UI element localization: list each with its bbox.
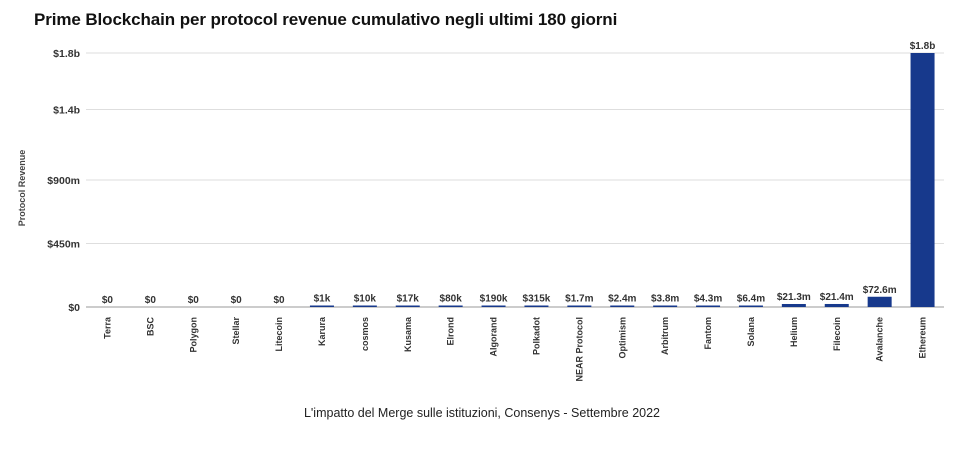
data-label: $10k — [354, 294, 377, 305]
bar-chart: $0 $450m $900m $1.4b $1.8b $0 Terra $0 BSC $0 Poly… — [47, 41, 944, 382]
category-label: Ethereum — [918, 317, 928, 359]
bar — [352, 305, 377, 307]
category-label: Stellar — [231, 317, 241, 345]
bar — [395, 305, 420, 307]
data-label: $0 — [102, 295, 114, 306]
data-label: $6.4m — [737, 294, 765, 305]
data-label: $4.3m — [694, 294, 722, 305]
category-label: Fantom — [703, 317, 713, 350]
data-label: $21.3m — [777, 292, 811, 303]
category-label: Helium — [789, 317, 799, 347]
data-label: $0 — [145, 295, 157, 306]
category-label: BSC — [145, 317, 155, 337]
category-label: Polkadot — [531, 317, 541, 355]
data-label: $21.4m — [820, 292, 854, 303]
category-label: NEAR Protocol — [574, 317, 584, 382]
bar — [738, 305, 763, 307]
bar — [824, 303, 849, 307]
category-label: Algorand — [489, 317, 499, 357]
category-label: Karura — [317, 316, 327, 346]
bar — [653, 305, 678, 307]
y-tick-label: $0 — [68, 302, 80, 314]
bar — [567, 305, 592, 307]
category-label: Polygon — [188, 317, 198, 353]
bar — [309, 305, 334, 307]
category-label: Litecoin — [274, 317, 284, 352]
data-label: $0 — [231, 295, 243, 306]
data-label: $80k — [440, 294, 463, 305]
data-label: $17k — [397, 294, 420, 305]
data-label: $190k — [480, 294, 508, 305]
bar — [481, 305, 506, 307]
category-label: Filecoin — [832, 317, 842, 351]
data-label: $315k — [523, 294, 551, 305]
data-label: $0 — [273, 295, 285, 306]
chart-title: Prime Blockchain per protocol revenue cu… — [34, 10, 618, 29]
category-label: Solana — [746, 316, 756, 347]
category-label: cosmos — [360, 317, 370, 351]
y-tick-label: $1.4b — [53, 104, 80, 116]
data-label: $0 — [188, 295, 200, 306]
data-label: $2.4m — [608, 294, 636, 305]
category-label: Terra — [102, 316, 112, 339]
category-label: Avalanche — [875, 317, 885, 362]
y-tick-label: $450m — [47, 239, 80, 251]
category-label: Arbitrum — [660, 317, 670, 355]
data-label: $72.6m — [863, 285, 897, 296]
bar — [910, 53, 935, 307]
bar — [781, 303, 806, 307]
bar — [524, 305, 549, 307]
bar — [867, 296, 892, 307]
bar — [610, 305, 635, 307]
data-label: $1.8b — [910, 41, 936, 52]
bar — [438, 305, 463, 307]
category-label: Optimism — [617, 317, 627, 359]
source-caption: L'impatto del Merge sulle istituzioni, C… — [303, 406, 661, 420]
y-tick-label: $1.8b — [53, 48, 80, 60]
bar — [696, 305, 721, 307]
category-label: Kusama — [403, 316, 413, 352]
data-label: $3.8m — [651, 294, 679, 305]
data-label: $1.7m — [565, 294, 593, 305]
category-label: Elrond — [446, 317, 456, 346]
y-tick-label: $900m — [47, 175, 80, 187]
data-label: $1k — [314, 294, 331, 305]
